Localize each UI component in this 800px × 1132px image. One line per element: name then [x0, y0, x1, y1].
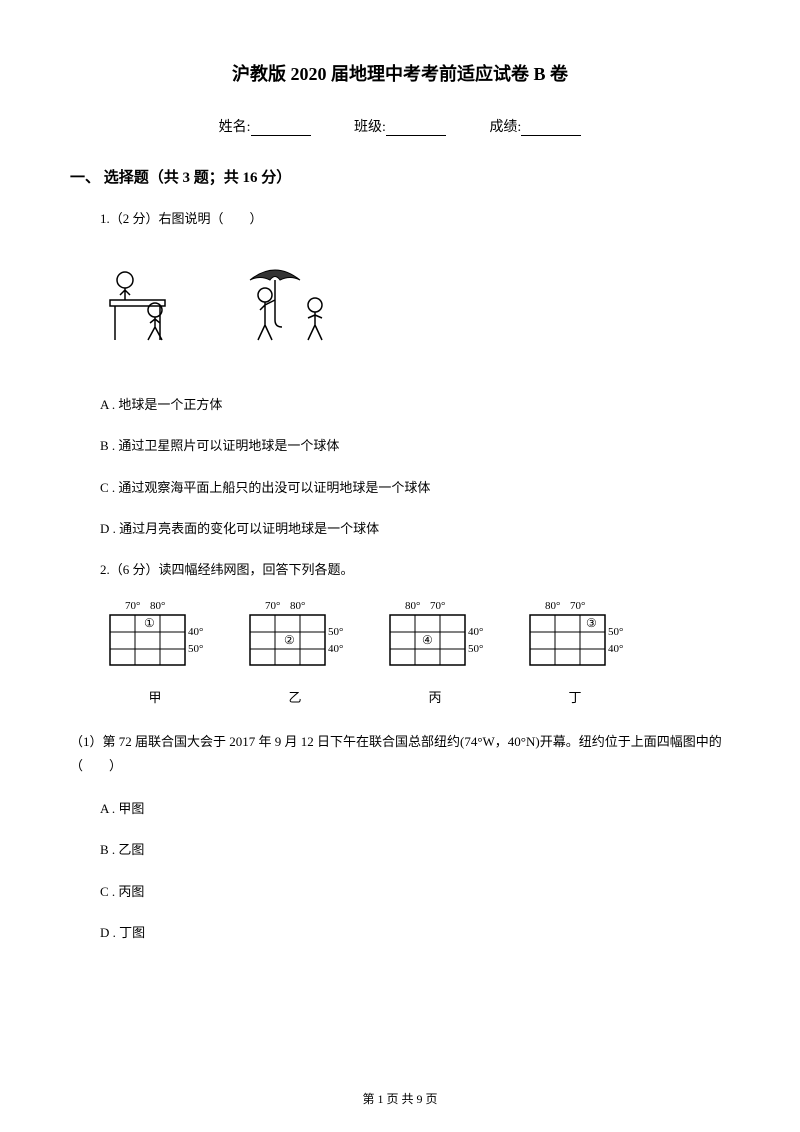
jia-label: 甲: [100, 686, 210, 709]
q2-option-c: C . 丙图: [100, 880, 730, 903]
yi-right-bottom: 40°: [328, 643, 343, 655]
bing-top-right: 70°: [430, 600, 445, 612]
q1-option-c: C . 通过观察海平面上船只的出没可以证明地球是一个球体: [100, 476, 730, 499]
jia-right-bottom: 50°: [188, 643, 203, 655]
q1-option-b: B . 通过卫星照片可以证明地球是一个球体: [100, 434, 730, 457]
page-footer: 第 1 页 共 9 页: [0, 1090, 800, 1107]
grid-bing: 80° 70° 40° 50° ④ 丙: [380, 597, 490, 710]
bing-right-top: 40°: [468, 626, 483, 638]
name-field-line: [251, 135, 311, 136]
class-label: 班级:: [354, 120, 386, 135]
bing-right-bottom: 50°: [468, 643, 483, 655]
question-1: 1.（2 分）右图说明（ ） A . 地球是一个正方体 B . 通过卫星照片可: [100, 207, 730, 540]
jia-top-right: 80°: [150, 600, 165, 612]
q2-text: 2.（6 分）读四幅经纬网图，回答下列各题。: [100, 558, 730, 581]
grid-ding: 80° 70° 50° 40° ③ 丁: [520, 597, 630, 710]
score-label: 成绩:: [489, 120, 521, 135]
jia-right-top: 40°: [188, 626, 203, 638]
name-label: 姓名:: [219, 120, 251, 135]
q1-option-a: A . 地球是一个正方体: [100, 393, 730, 416]
q1-option-d: D . 通过月亮表面的变化可以证明地球是一个球体: [100, 517, 730, 540]
ding-marker: ③: [586, 616, 597, 630]
q2-option-a: A . 甲图: [100, 797, 730, 820]
section-header: 一、 选择题（共 3 题；共 16 分）: [70, 166, 730, 187]
q2-option-d: D . 丁图: [100, 921, 730, 944]
bing-marker: ④: [422, 633, 433, 647]
ding-right-bottom: 40°: [608, 643, 623, 655]
yi-right-top: 50°: [328, 626, 343, 638]
ding-top-left: 80°: [545, 600, 560, 612]
grid-row: 70° 80° 40° 50° ① 甲 70° 80°: [100, 597, 730, 710]
score-field-line: [521, 135, 581, 136]
class-field-line: [386, 135, 446, 136]
ding-label: 丁: [520, 686, 630, 709]
q1-illustration: [100, 245, 730, 372]
grid-yi: 70° 80° 50° 40° ② 乙: [240, 597, 350, 710]
question-2: 2.（6 分）读四幅经纬网图，回答下列各题。 70° 80° 40° 50° ①…: [100, 558, 730, 944]
bing-label: 丙: [380, 686, 490, 709]
q2-sub1: （1）第 72 届联合国大会于 2017 年 9 月 12 日下午在联合国总部纽…: [70, 730, 730, 779]
grid-jia: 70° 80° 40° 50° ① 甲: [100, 597, 210, 710]
jia-marker: ①: [144, 616, 155, 630]
ding-top-right: 70°: [570, 600, 585, 612]
yi-top-right: 80°: [290, 600, 305, 612]
jia-top-left: 70°: [125, 600, 140, 612]
q1-text: 1.（2 分）右图说明（ ）: [100, 207, 730, 230]
yi-top-left: 70°: [265, 600, 280, 612]
info-row: 姓名: 班级: 成绩:: [70, 116, 730, 136]
exam-title: 沪教版 2020 届地理中考考前适应试卷 B 卷: [70, 60, 730, 86]
ding-right-top: 50°: [608, 626, 623, 638]
yi-marker: ②: [284, 633, 295, 647]
yi-label: 乙: [240, 686, 350, 709]
bing-top-left: 80°: [405, 600, 420, 612]
q2-option-b: B . 乙图: [100, 838, 730, 861]
